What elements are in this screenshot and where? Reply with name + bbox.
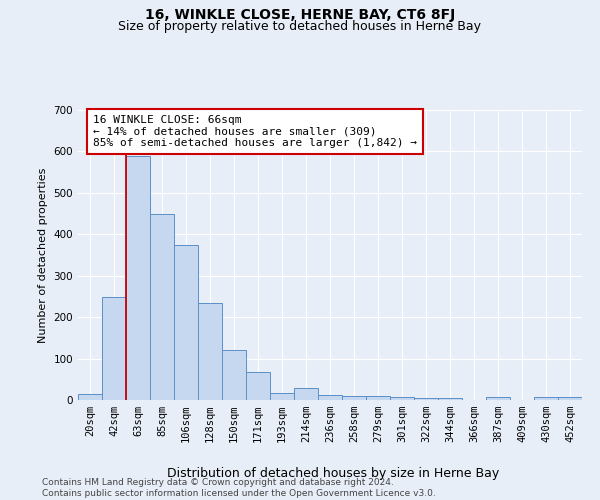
Bar	[318, 395, 342, 400]
Bar	[558, 396, 582, 400]
Text: 16, WINKLE CLOSE, HERNE BAY, CT6 8FJ: 16, WINKLE CLOSE, HERNE BAY, CT6 8FJ	[145, 8, 455, 22]
Bar	[174, 244, 198, 400]
Text: Size of property relative to detached houses in Herne Bay: Size of property relative to detached ho…	[119, 20, 482, 33]
Y-axis label: Number of detached properties: Number of detached properties	[38, 168, 48, 342]
Bar	[126, 156, 150, 400]
Bar	[102, 298, 126, 400]
Bar	[294, 388, 318, 400]
Text: Distribution of detached houses by size in Herne Bay: Distribution of detached houses by size …	[167, 468, 499, 480]
Bar	[342, 396, 366, 400]
Bar	[150, 214, 174, 400]
Bar	[270, 392, 294, 400]
Bar	[534, 396, 558, 400]
Bar	[246, 372, 270, 400]
Bar	[486, 397, 510, 400]
Bar	[438, 398, 462, 400]
Bar	[390, 397, 414, 400]
Bar	[78, 394, 102, 400]
Text: 16 WINKLE CLOSE: 66sqm
← 14% of detached houses are smaller (309)
85% of semi-de: 16 WINKLE CLOSE: 66sqm ← 14% of detached…	[93, 115, 417, 148]
Bar	[414, 398, 438, 400]
Text: Contains HM Land Registry data © Crown copyright and database right 2024.
Contai: Contains HM Land Registry data © Crown c…	[42, 478, 436, 498]
Bar	[222, 350, 246, 400]
Bar	[366, 396, 390, 400]
Bar	[198, 302, 222, 400]
